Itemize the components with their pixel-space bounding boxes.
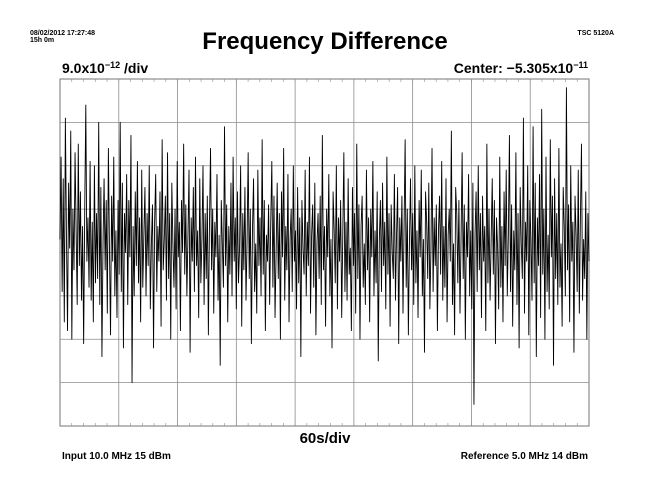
series-line bbox=[59, 87, 590, 405]
y-scale-mantissa: 9.0x10 bbox=[62, 60, 105, 76]
duration: 15h 0m bbox=[30, 37, 55, 44]
center-prefix: Center: −5.305x10 bbox=[453, 60, 574, 76]
reference-info: Reference 5.0 MHz 14 dBm bbox=[460, 451, 588, 462]
center-value-label: Center: −5.305x10−11 bbox=[454, 60, 588, 76]
x-scale-label: 60s/div bbox=[299, 430, 351, 447]
y-scale-label: 9.0x10−12 /div bbox=[62, 60, 148, 76]
input-info: Input 10.0 MHz 15 dBm bbox=[62, 451, 171, 462]
y-scale-exponent: −12 bbox=[104, 60, 121, 70]
y-scale-unit: /div bbox=[120, 60, 149, 76]
center-exponent: −11 bbox=[573, 60, 588, 70]
chart-title: Frequency Difference bbox=[202, 28, 448, 55]
instrument-model: TSC 5120A bbox=[577, 30, 614, 37]
timestamp: 08/02/2012 17:27:48 bbox=[30, 30, 95, 37]
